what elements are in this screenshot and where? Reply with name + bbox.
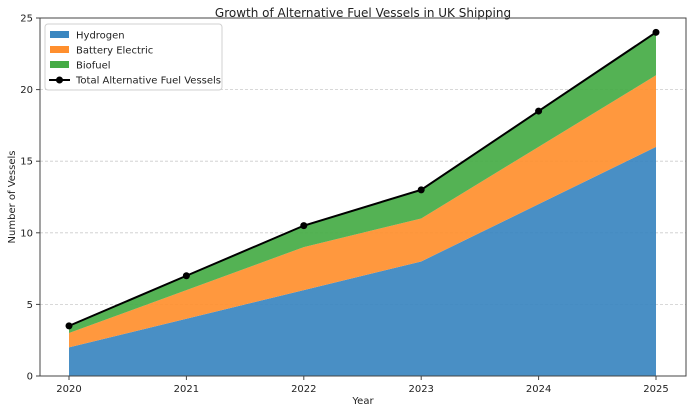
stacked-areas (69, 32, 656, 376)
total-point-2020 (65, 322, 73, 330)
total-line-path (68, 31, 657, 327)
legend-swatch-biofuel (50, 61, 69, 68)
y-tick-label-15: 15 (20, 157, 33, 168)
y-tick-label-25: 25 (20, 14, 33, 25)
x-tick-label-2025: 2025 (643, 384, 668, 395)
x-tick-label-2022: 2022 (291, 384, 316, 395)
chart-title: Growth of Alternative Fuel Vessels in UK… (215, 6, 511, 20)
legend-label-biofuel: Biofuel (76, 61, 111, 72)
legend-label-hydrogen: Hydrogen (76, 31, 125, 42)
y-tick-label-0: 0 (27, 372, 33, 383)
area-hydrogen (69, 146, 656, 376)
legend-swatch-hydrogen (50, 31, 69, 38)
total-point-2021 (182, 272, 190, 280)
x-tick-label-2021: 2021 (174, 384, 199, 395)
legend-label-total-alternative-fuel-vessels: Total Alternative Fuel Vessels (75, 76, 221, 87)
legend-swatch-marker-total-alternative-fuel-vessels (56, 76, 63, 84)
area-battery-electric (69, 75, 656, 348)
total-point-2022 (300, 222, 308, 230)
area-biofuel (69, 32, 656, 334)
y-tick-label-10: 10 (20, 228, 33, 239)
x-axis-ticks: 2020 2021 2022 2023 2024 2025 (56, 376, 669, 395)
x-axis-label: Year (351, 396, 374, 407)
x-tick-label-2020: 2020 (56, 384, 81, 395)
x-tick-label-2023: 2023 (408, 384, 433, 395)
legend-swatch-battery-electric (50, 46, 69, 53)
legend: Hydrogen Battery Electric Biofuel Total Alt… (44, 23, 223, 91)
total-line (65, 28, 660, 330)
legend-label-battery-electric: Battery Electric (76, 46, 153, 57)
total-point-2024 (535, 107, 543, 115)
total-point-2025 (652, 28, 660, 36)
plot-frame (39, 17, 687, 377)
y-tick-label-5: 5 (27, 300, 33, 311)
total-point-2023 (417, 186, 425, 194)
x-tick-label-2024: 2024 (526, 384, 551, 395)
legend-box (44, 23, 223, 91)
y-axis-label: Number of Vessels (7, 151, 18, 244)
y-axis-ticks: 0 5 10 15 20 25 (20, 14, 40, 383)
y-tick-label-20: 20 (20, 85, 33, 96)
